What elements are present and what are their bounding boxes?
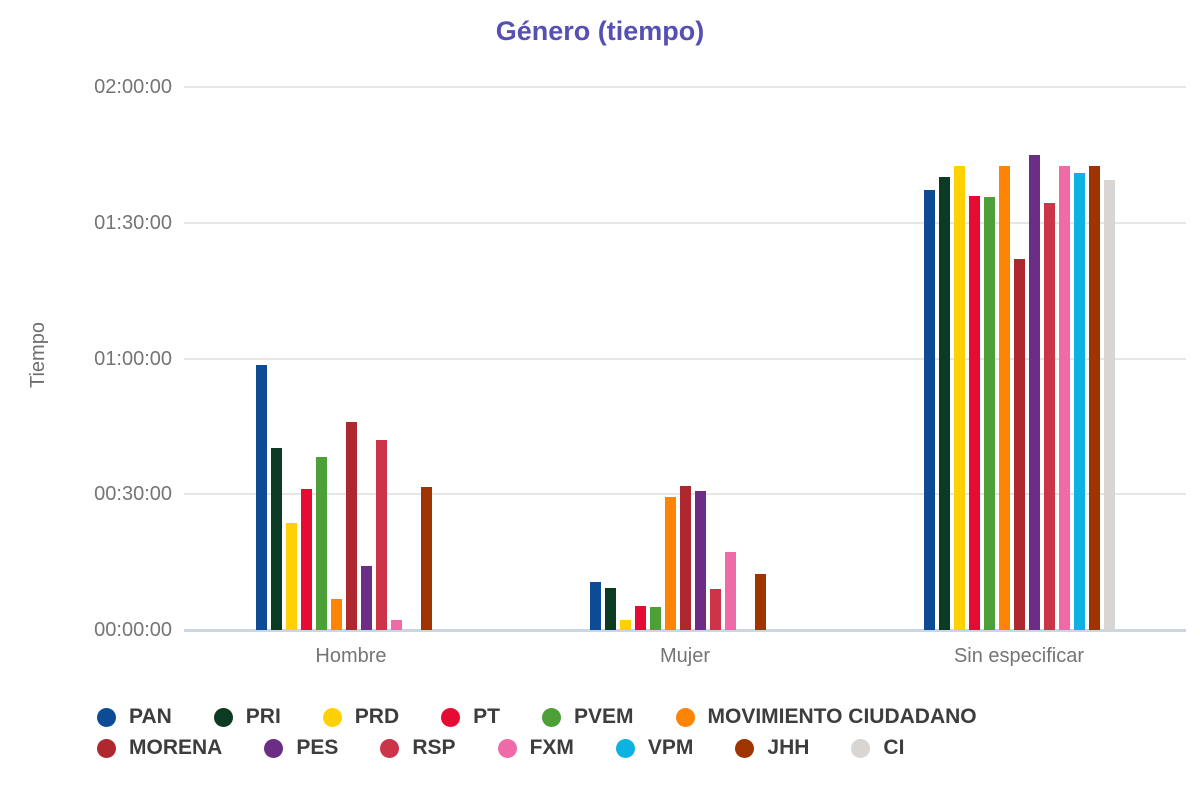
bar-pan-sin-especificar[interactable] [924,190,935,630]
legend-label-pri: PRI [245,705,281,728]
bar-pes-sin-especificar[interactable] [1029,155,1040,630]
bar-pri-sin-especificar[interactable] [939,177,950,630]
bar-movimiento-ciudadano-hombre[interactable] [331,599,342,630]
legend-swatch-icon-pt [441,707,461,727]
bar-prd-hombre[interactable] [286,523,297,630]
legend-label-movimiento-ciudadano: MOVIMIENTO CIUDADANO [707,705,977,728]
gridline-01-00-00 [184,357,1186,360]
bar-pvem-mujer[interactable] [650,607,661,630]
bar-rsp-mujer[interactable] [710,589,721,630]
legend-swatch-icon-pvem [541,707,561,727]
legend-swatch-icon-prd [322,707,342,727]
y-tick-label-01-30-00: 01:30:00 [94,211,172,234]
bar-vpm-sin-especificar[interactable] [1074,173,1085,630]
legend-swatch-icon-rsp [380,738,400,758]
legend-item-vpm[interactable]: VPM [615,736,694,760]
legend-label-prd: PRD [354,705,400,728]
bar-pt-hombre[interactable] [301,489,312,630]
legend-swatch-icon-pes [264,738,284,758]
legend-swatch-icon-jhh [735,738,755,758]
legend-item-morena[interactable]: MORENA [97,736,222,760]
bar-pan-hombre[interactable] [256,365,267,630]
bar-fxm-sin-especificar[interactable] [1059,166,1070,630]
legend-label-jhh: JHH [767,736,810,759]
bar-movimiento-ciudadano-sin-especificar[interactable] [999,166,1010,630]
y-tick-label-01-00-00: 01:00:00 [94,347,172,370]
legend-swatch-icon-ci [851,738,871,758]
legend-swatch-icon-pan [97,707,116,727]
bar-morena-mujer[interactable] [680,486,691,630]
bar-pvem-hombre[interactable] [316,457,327,630]
bar-jhh-sin-especificar[interactable] [1089,166,1100,630]
bar-pvem-sin-especificar[interactable] [984,197,995,630]
bar-jhh-mujer[interactable] [755,574,766,630]
bar-pes-hombre[interactable] [361,566,372,630]
bar-rsp-hombre[interactable] [376,440,387,630]
legend-item-pri[interactable]: PRI [213,705,281,729]
legend-label-morena: MORENA [129,736,223,759]
bar-jhh-hombre[interactable] [421,487,432,630]
bar-fxm-hombre[interactable] [391,620,402,630]
bar-pan-mujer[interactable] [590,582,601,630]
y-axis-title: Tiempo [27,322,49,388]
legend-item-pt[interactable]: PT [441,705,500,729]
legend-item-pan[interactable]: PAN [97,705,172,729]
legend-swatch-icon-vpm [615,738,635,758]
bar-pes-mujer[interactable] [695,491,706,630]
legend-item-fxm[interactable]: FXM [497,736,574,760]
bar-fxm-mujer[interactable] [725,552,736,630]
legend-item-prd[interactable]: PRD [322,705,400,729]
bar-ci-sin-especificar[interactable] [1104,180,1115,630]
legend-label-vpm: VPM [647,736,694,759]
gridline-02-00-00 [184,86,1186,88]
legend-item-jhh[interactable]: JHH [735,736,809,760]
legend-item-ci[interactable]: CI [851,736,904,760]
bar-morena-sin-especificar[interactable] [1014,259,1025,630]
bar-morena-hombre[interactable] [346,422,357,630]
legend-label-pan: PAN [129,705,172,728]
bar-prd-mujer[interactable] [620,620,631,630]
x-category-label-mujer: Mujer [659,645,710,667]
gridline-01-30-00 [184,221,1186,224]
legend-item-pvem[interactable]: PVEM [541,705,634,729]
bar-pri-mujer[interactable] [605,588,616,630]
legend-label-pes: PES [296,736,339,759]
bar-pt-sin-especificar[interactable] [969,196,980,630]
chart-title: Género (tiempo) [495,16,705,46]
legend-label-pvem: PVEM [573,705,634,728]
legend-item-pes[interactable]: PES [264,736,338,760]
legend-label-fxm: FXM [529,736,574,759]
legend: PAN PRI PRD PT PVEM MOVIMIENTO CIUDADANO MOREN… [97,705,1117,760]
bar-movimiento-ciudadano-mujer[interactable] [665,497,676,630]
x-category-label-sin-especificar: Sin especificar [953,645,1085,667]
gridline-00-00-00 [184,629,1186,632]
bar-prd-sin-especificar[interactable] [954,166,965,630]
legend-swatch-icon-pri [213,707,233,727]
legend-label-rsp: RSP [412,736,456,759]
x-category-label-hombre: Hombre [315,645,387,667]
legend-swatch-icon-fxm [497,738,517,758]
legend-label-pt: PT [473,705,500,728]
legend-swatch-icon-movimiento-ciudadano [675,707,695,727]
bar-pri-hombre[interactable] [271,448,282,630]
legend-swatch-icon-morena [97,738,116,758]
y-tick-label-02-00-00: 02:00:00 [94,76,172,98]
y-tick-label-00-30-00: 00:30:00 [94,483,172,506]
y-tick-label-00-00-00: 00:00:00 [94,619,172,641]
legend-item-movimiento-ciudadano[interactable]: MOVIMIENTO CIUDADANO [675,705,977,729]
bar-pt-mujer[interactable] [635,606,646,630]
bar-rsp-sin-especificar[interactable] [1044,203,1055,630]
legend-label-ci: CI [883,736,905,759]
legend-item-rsp[interactable]: RSP [380,736,456,760]
